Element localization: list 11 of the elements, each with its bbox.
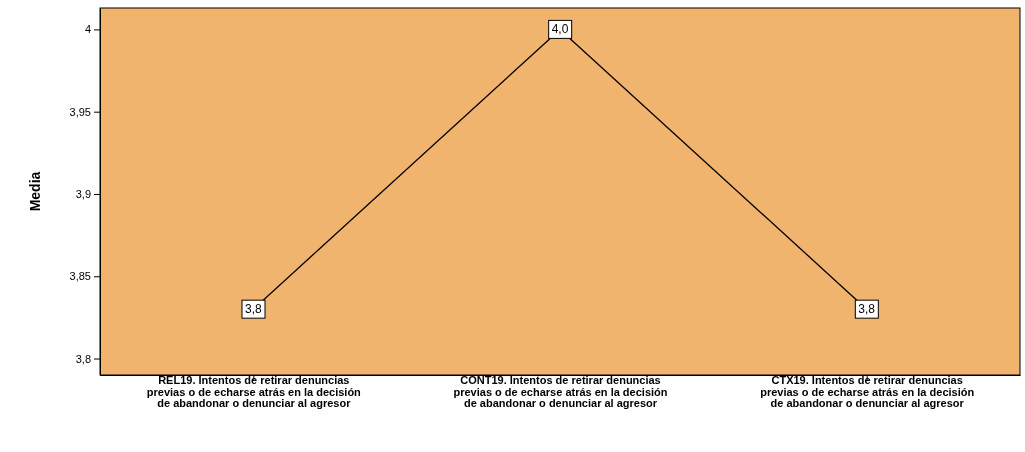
- y-tick-label: 3,9: [75, 187, 91, 200]
- x-tick-label: REL19. Intentos de retirar denuncias previas o de echarse atrás en la decisión de abandonar o denunciar al agresor: [146, 374, 362, 410]
- x-tick-label: CTX19. Intentos de retirar denuncias previas o de echarse atrás en la decisión de abandonar o denunciar al agresor: [760, 374, 975, 410]
- data-label: 3,8: [858, 302, 876, 317]
- y-tick-label: 3,85: [69, 270, 91, 283]
- y-tick-label: 4: [84, 23, 91, 36]
- y-tick-label: 3,95: [69, 105, 91, 118]
- data-label: 3,8: [244, 302, 262, 317]
- y-axis-title: Media: [27, 171, 43, 212]
- y-tick-label: 3,8: [75, 352, 91, 365]
- data-label: 4,0: [551, 22, 569, 37]
